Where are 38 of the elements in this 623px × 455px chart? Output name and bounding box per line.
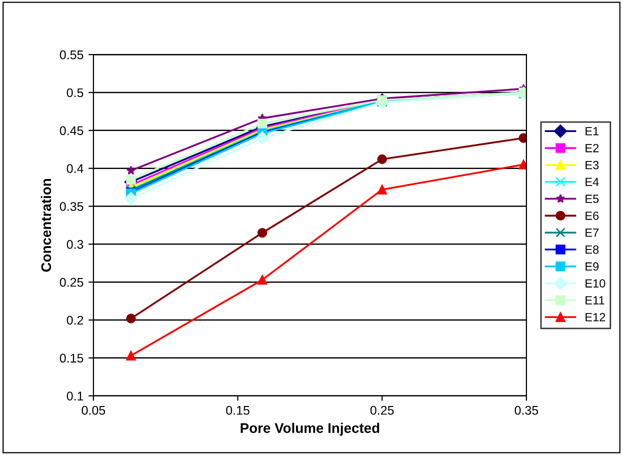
legend-label: E7 <box>586 228 599 237</box>
legend-label: E8 <box>586 245 599 254</box>
y-tick-label: 0.2 <box>66 316 84 325</box>
x-tick-label: 0.25 <box>370 406 394 415</box>
legend-label: E6 <box>586 212 599 220</box>
point <box>124 192 138 206</box>
point <box>126 350 136 361</box>
y-tick-label: 0.25 <box>60 278 84 287</box>
x-tick-label: 0.15 <box>226 406 250 415</box>
y-tick-label: 0.55 <box>60 50 84 60</box>
y-tick-label: 0.45 <box>60 126 84 136</box>
y-tick-label: 0.35 <box>60 202 84 211</box>
legend-label: E12 <box>586 313 606 322</box>
y-tick-label: 0.15 <box>60 354 84 363</box>
y-tick-label: 0.3 <box>66 240 84 249</box>
point <box>257 274 268 285</box>
x-axis-title: Pore Volume Injected <box>240 422 380 436</box>
x-tick-label: 0.05 <box>82 406 106 415</box>
point <box>257 228 268 238</box>
legend-label: E3 <box>586 160 599 170</box>
point <box>377 184 387 194</box>
y-tick-label: 0.4 <box>66 164 84 173</box>
y-tick-label: 0.1 <box>66 392 84 400</box>
legend-label: E2 <box>586 144 599 152</box>
y-axis-title: Concentration <box>40 179 52 272</box>
y-tick-label: 0.5 <box>66 88 84 98</box>
point <box>126 166 136 175</box>
legend-label: E5 <box>586 194 599 204</box>
legend-label: E10 <box>586 279 606 288</box>
legend-label: E9 <box>586 262 599 271</box>
x-tick-label: 0.35 <box>514 406 538 415</box>
legend-label: E1 <box>586 127 599 136</box>
point <box>257 118 268 128</box>
legend-label: E4 <box>586 178 599 186</box>
legend-label: E11 <box>586 296 604 304</box>
point <box>377 154 387 164</box>
point <box>126 314 136 324</box>
point <box>256 131 269 145</box>
